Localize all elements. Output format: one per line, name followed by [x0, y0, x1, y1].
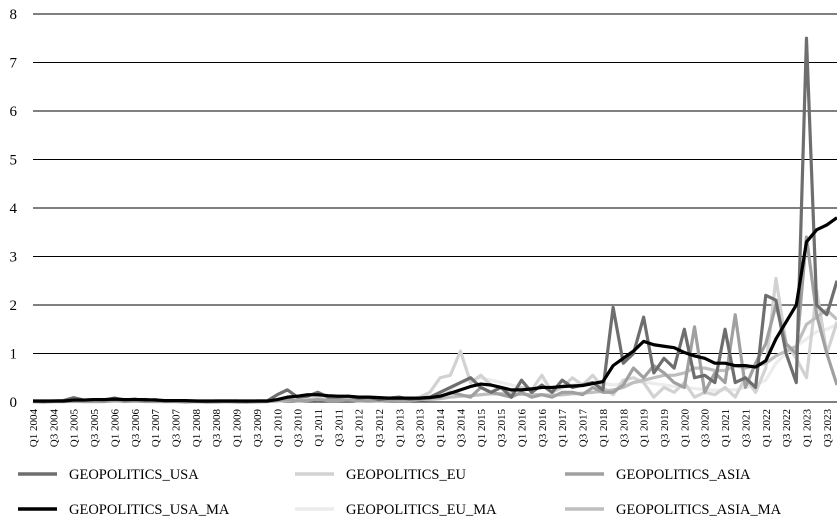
y-tick-label: 0: [10, 395, 18, 411]
x-tick-label: Q3 2022: [781, 409, 793, 447]
x-tick-label: Q1 2022: [761, 409, 773, 447]
x-tick-label: Q3 2009: [252, 409, 264, 448]
legend-label: GEOPOLITICS_ASIA: [616, 467, 751, 483]
x-tick-label: Q3 2021: [740, 409, 752, 447]
x-tick-label: Q3 2013: [415, 409, 427, 448]
gridlines: [33, 13, 837, 403]
x-tick-label: Q1 2018: [598, 409, 610, 448]
x-tick-label: Q3 2023: [822, 409, 834, 448]
x-tick-label: Q1 2016: [517, 409, 529, 448]
x-tick-label: Q3 2007: [170, 409, 182, 448]
x-tick-label: Q1 2017: [557, 409, 569, 448]
x-tick-label: Q3 2019: [659, 409, 671, 448]
x-tick-label: Q1 2007: [150, 409, 162, 448]
x-tick-label: Q3 2017: [578, 409, 590, 448]
x-tick-label: Q1 2004: [28, 409, 40, 448]
legend-label: GEOPOLITICS_USA_MA: [69, 502, 230, 518]
x-tick-label: Q1 2023: [801, 409, 813, 448]
y-tick-label: 6: [10, 104, 18, 120]
x-tick-label: Q1 2008: [191, 409, 203, 448]
x-tick-label: Q3 2008: [211, 409, 223, 448]
x-tick-label: Q3 2005: [89, 409, 101, 448]
x-tick-label: Q3 2014: [455, 409, 467, 448]
x-tick-label: Q3 2012: [374, 409, 386, 447]
series-line-geopolitics-usa: [32, 36, 837, 404]
x-tick-label: Q1 2020: [679, 409, 691, 448]
x-tick-label: Q1 2005: [69, 409, 81, 448]
x-tick-label: Q3 2016: [537, 409, 549, 448]
legend-label: GEOPOLITICS_ASIA_MA: [616, 502, 782, 518]
series-line-geopolitics-usa-ma: [33, 216, 837, 403]
x-tick-label: Q3 2020: [700, 409, 712, 448]
y-tick-label: 1: [10, 347, 18, 363]
x-tick-label: Q1 2014: [435, 409, 447, 448]
x-tick-label: Q1 2009: [232, 409, 244, 448]
legend-label: GEOPOLITICS_EU: [346, 467, 467, 483]
legend: GEOPOLITICS_USA GEOPOLITICS_EU GEOPOLITICS…: [18, 467, 782, 518]
y-tick-label: 2: [10, 298, 18, 314]
x-tick-label: Q1 2015: [476, 409, 488, 448]
series-line-geopolitics-asia-ma: [33, 308, 837, 404]
x-tick-label: Q1 2006: [109, 409, 121, 448]
series-lines: [32, 36, 837, 404]
x-tick-label: Q3 2015: [496, 409, 508, 448]
x-tick-label: Q3 2010: [293, 409, 305, 448]
legend-label: GEOPOLITICS_EU_MA: [346, 502, 497, 518]
x-tick-label: Q3 2006: [130, 409, 142, 448]
x-tick-label: Q1 2010: [272, 409, 284, 448]
x-tick-label: Q3 2004: [48, 409, 60, 448]
x-tick-label: Q1 2021: [720, 409, 732, 447]
x-tick-label: Q1 2019: [639, 409, 651, 448]
x-tick-label: Q1 2012: [354, 409, 366, 447]
y-tick-label: 8: [10, 7, 18, 23]
y-tick-label: 5: [10, 153, 18, 169]
y-tick-label: 4: [10, 201, 18, 217]
y-axis-ticks: 0 1 2 3 4 5 6 7 8: [10, 7, 18, 411]
x-tick-label: Q1 2011: [313, 409, 325, 447]
legend-label: GEOPOLITICS_USA: [69, 467, 199, 483]
series-line-geopolitics-eu: [32, 276, 837, 404]
y-tick-label: 7: [10, 56, 18, 72]
x-tick-label: Q1 2013: [394, 409, 406, 448]
x-tick-label: Q3 2011: [333, 409, 345, 447]
y-tick-label: 3: [10, 250, 18, 266]
x-axis-ticks: Q1 2004 Q3 2004 Q1 2005 Q3 2005 Q1 2006 Q3 20…: [28, 409, 834, 448]
x-tick-label: Q3 2018: [618, 409, 630, 448]
